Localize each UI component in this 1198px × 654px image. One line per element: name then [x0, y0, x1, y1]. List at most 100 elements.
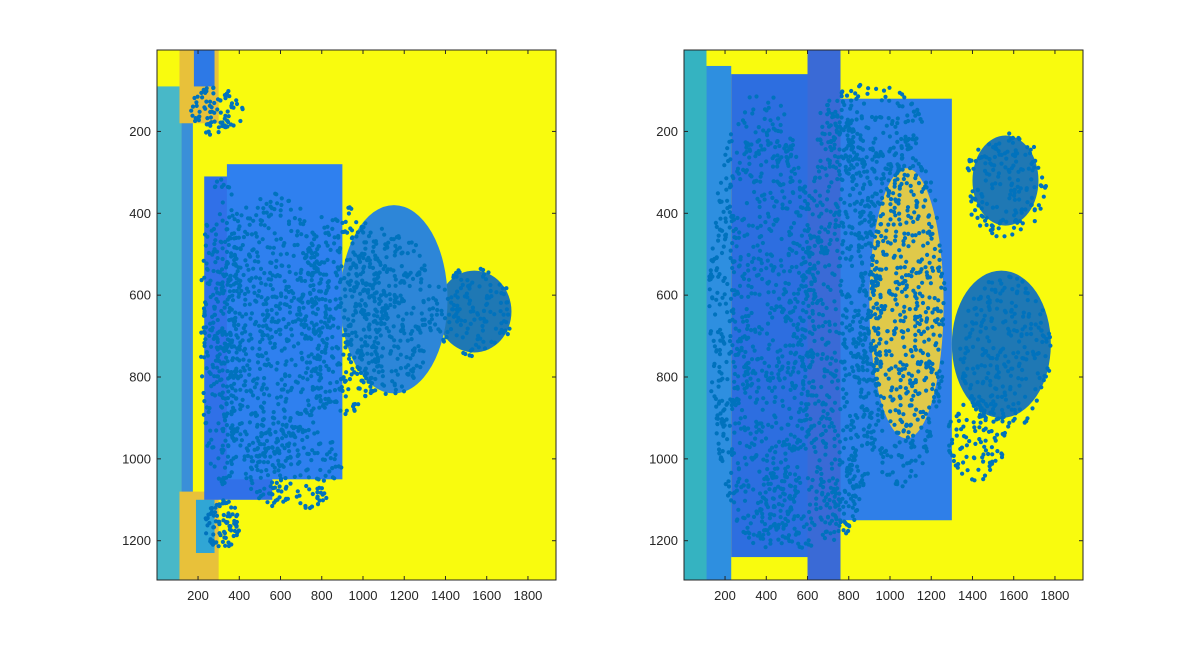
scatter-point — [1013, 208, 1018, 213]
scatter-point — [881, 249, 886, 254]
scatter-point — [1007, 274, 1012, 279]
scatter-point — [1036, 325, 1041, 330]
scatter-point — [722, 407, 727, 412]
scatter-point — [330, 226, 335, 231]
scatter-point — [207, 132, 213, 137]
scatter-point — [438, 329, 443, 334]
scatter-point — [778, 122, 783, 128]
scatter-point — [868, 341, 874, 347]
scatter-point — [261, 409, 266, 414]
scatter-point — [932, 307, 937, 312]
scatter-point — [869, 262, 875, 268]
scatter-point — [846, 128, 851, 133]
scatter-point — [405, 251, 410, 256]
scatter-point — [779, 236, 784, 242]
scatter-point — [296, 341, 301, 346]
scatter-point — [319, 277, 324, 282]
scatter-point — [243, 352, 249, 357]
scatter-point — [785, 464, 791, 469]
scatter-point — [344, 408, 349, 413]
scatter-point — [901, 374, 906, 379]
scatter-point — [771, 375, 776, 380]
scatter-point — [449, 300, 454, 305]
scatter-point — [993, 181, 998, 186]
scatter-point — [252, 385, 257, 390]
scatter-point — [336, 235, 341, 240]
scatter-point — [862, 271, 867, 276]
scatter-point — [831, 424, 836, 429]
scatter-point — [1041, 334, 1046, 339]
scatter-point — [766, 290, 771, 295]
scatter-point — [255, 376, 260, 381]
scatter-point — [753, 291, 758, 296]
scatter-point — [810, 318, 815, 324]
scatter-point — [261, 302, 266, 307]
scatter-point — [756, 125, 761, 130]
scatter-point — [257, 346, 262, 351]
scatter-point — [216, 130, 221, 135]
scatter-point — [850, 327, 855, 332]
scatter-point — [808, 516, 814, 521]
scatter-point — [894, 229, 899, 234]
scatter-point — [253, 275, 259, 280]
scatter-point — [998, 291, 1003, 296]
scatter-point — [372, 368, 377, 373]
scatter-point — [238, 247, 243, 252]
scatter-point — [876, 331, 881, 336]
scatter-point — [311, 406, 316, 411]
scatter-point — [821, 282, 826, 287]
scatter-point — [883, 235, 888, 240]
scatter-point — [322, 457, 327, 462]
scatter-point — [768, 118, 773, 123]
scatter-point — [930, 265, 935, 270]
scatter-point — [232, 231, 237, 236]
scatter-point — [717, 302, 722, 307]
scatter-point — [1024, 186, 1029, 191]
scatter-point — [265, 473, 271, 478]
scatter-point — [242, 291, 247, 297]
scatter-point — [842, 341, 847, 346]
scatter-point — [236, 227, 241, 232]
scatter-point — [716, 401, 722, 406]
scatter-point — [788, 136, 793, 141]
scatter-point — [719, 199, 724, 204]
scatter-point — [855, 352, 860, 358]
scatter-point — [976, 147, 981, 152]
scatter-point — [234, 333, 239, 338]
scatter-point — [398, 280, 403, 285]
scatter-point — [887, 98, 892, 103]
scatter-point — [406, 371, 411, 376]
scatter-point — [280, 428, 285, 433]
scatter-point — [327, 299, 332, 304]
scatter-point — [392, 253, 397, 258]
scatter-point — [757, 469, 762, 474]
scatter-point — [920, 166, 925, 172]
scatter-point — [837, 523, 842, 528]
scatter-point — [202, 330, 207, 336]
scatter-point — [833, 121, 838, 126]
scatter-point — [878, 359, 883, 364]
scatter-point — [762, 476, 767, 482]
scatter-point — [1006, 424, 1011, 429]
scatter-point — [736, 466, 742, 471]
scatter-point — [794, 335, 800, 340]
scatter-point — [873, 382, 878, 387]
scatter-point — [323, 240, 329, 245]
scatter-point — [995, 432, 1000, 437]
scatter-point — [769, 228, 774, 233]
scatter-point — [911, 219, 916, 224]
scatter-point — [914, 407, 919, 412]
scatter-point — [386, 240, 391, 245]
scatter-point — [343, 411, 348, 417]
scatter-point — [824, 305, 829, 311]
scatter-point — [859, 390, 864, 395]
scatter-point — [232, 381, 237, 386]
scatter-point — [328, 456, 333, 461]
scatter-point — [293, 379, 298, 384]
scatter-point — [895, 480, 900, 485]
scatter-point — [475, 337, 480, 342]
scatter-point — [343, 219, 348, 224]
scatter-point — [824, 356, 829, 361]
scatter-point — [727, 225, 732, 230]
scatter-point — [244, 389, 249, 394]
